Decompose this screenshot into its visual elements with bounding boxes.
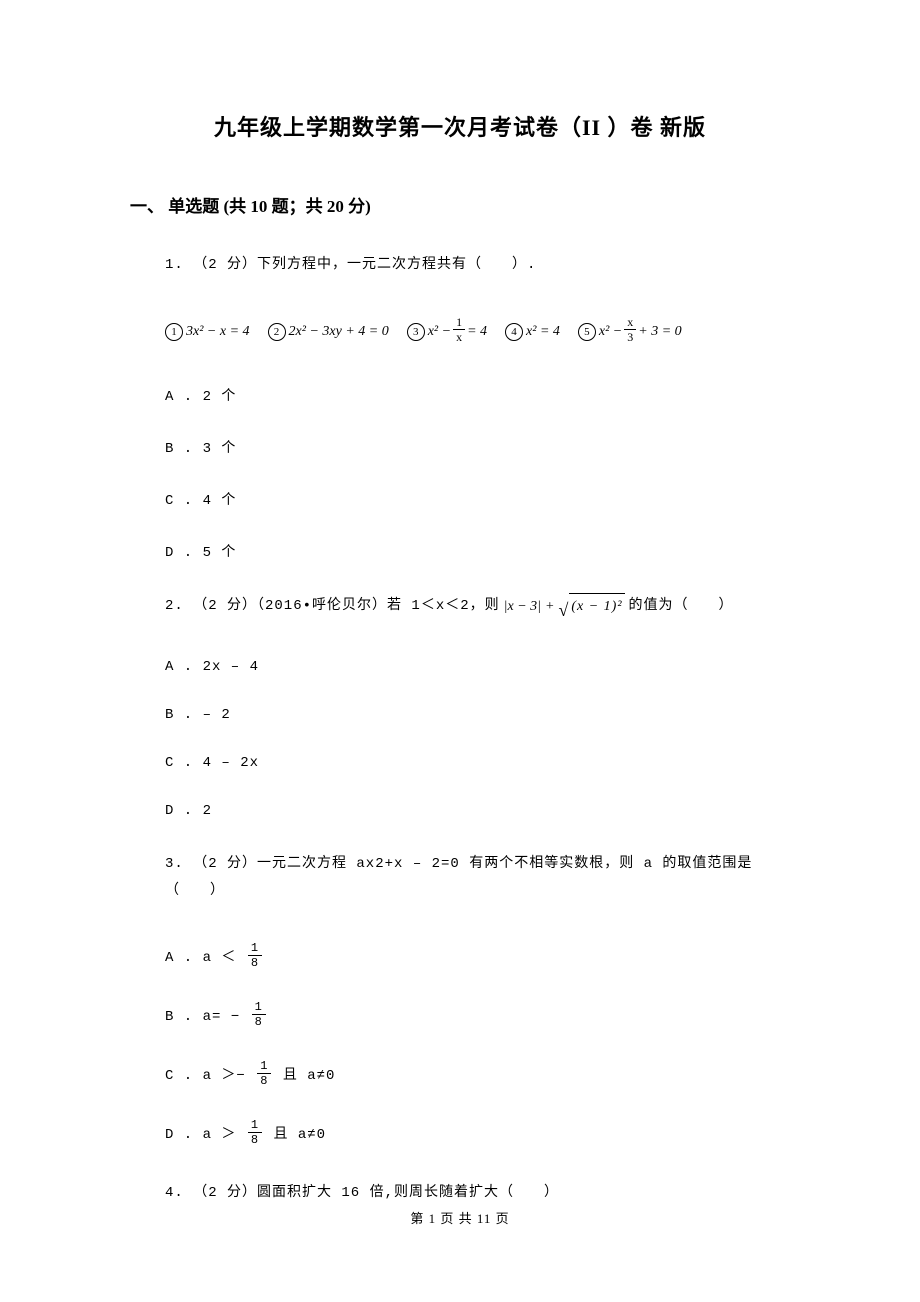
q3b-frac: 1 8 bbox=[252, 1001, 266, 1028]
q3c-den: 8 bbox=[257, 1074, 271, 1087]
q1-text: 1. （2 分）下列方程中，一元二次方程共有（ ）. bbox=[165, 257, 536, 273]
section-title: 单选题 (共 10 题；共 20 分) bbox=[168, 197, 371, 216]
q3d-sym: ＞ bbox=[221, 1127, 236, 1143]
q2-sqrt: √ (x − 1)² bbox=[558, 593, 624, 619]
q3b-num: 1 bbox=[252, 1001, 266, 1015]
q1-eq3: 3 x² − 1 x = 4 bbox=[407, 318, 487, 345]
question-2-stem: 2. （2 分）（2016•呼伦贝尔）若 1＜x＜2，则 |x − 3| + √… bbox=[165, 593, 790, 619]
section-number: 一、 bbox=[130, 197, 164, 216]
q1-option-c: C . 4 个 bbox=[165, 489, 790, 509]
q3a-frac: 1 8 bbox=[248, 942, 262, 969]
q1-equations: 1 3x² − x = 4 2 2x² − 3xy + 4 = 0 3 x² −… bbox=[165, 318, 790, 345]
circle-5-icon: 5 bbox=[578, 323, 596, 341]
q3c-frac: 1 8 bbox=[257, 1060, 271, 1087]
eq4-expr: x² = 4 bbox=[526, 324, 560, 340]
q3-option-d: D . a ＞ 1 8 且 a≠0 bbox=[165, 1121, 790, 1148]
q2-option-d: D . 2 bbox=[165, 803, 790, 819]
q2-post: 的值为（ ） bbox=[629, 594, 734, 619]
eq5-frac: x 3 bbox=[624, 316, 636, 343]
q2-abs: |x − 3| bbox=[504, 594, 541, 619]
question-4-stem: 4. （2 分）圆面积扩大 16 倍,则周长随着扩大（ ） bbox=[165, 1180, 790, 1206]
q2-option-c: C . 4 – 2x bbox=[165, 755, 790, 771]
eq5-num: x bbox=[624, 316, 636, 330]
q1-eq1: 1 3x² − x = 4 bbox=[165, 323, 250, 341]
q3d-post: 且 a≠0 bbox=[273, 1127, 326, 1143]
q4-text: 4. （2 分）圆面积扩大 16 倍,则周长随着扩大（ ） bbox=[165, 1185, 559, 1201]
q1-eq5: 5 x² − x 3 + 3 = 0 bbox=[578, 318, 682, 345]
q3b-pre: B . a= bbox=[165, 1009, 231, 1025]
q3-option-b: B . a= − 1 8 bbox=[165, 1003, 790, 1030]
q1-eq4: 4 x² = 4 bbox=[505, 323, 560, 341]
eq5-left: x² − bbox=[599, 324, 622, 340]
q1-eq2: 2 2x² − 3xy + 4 = 0 bbox=[268, 323, 389, 341]
q2-plus: + bbox=[545, 594, 554, 619]
question-1-stem: 1. （2 分）下列方程中，一元二次方程共有（ ）. bbox=[165, 252, 790, 278]
q3c-sym: ＞− bbox=[221, 1068, 245, 1084]
circle-2-icon: 2 bbox=[268, 323, 286, 341]
q3d-frac: 1 8 bbox=[248, 1119, 262, 1146]
q1-option-d: D . 5 个 bbox=[165, 541, 790, 561]
eq5-den: 3 bbox=[624, 330, 636, 343]
section-header: 一、 单选题 (共 10 题；共 20 分) bbox=[130, 192, 790, 217]
eq1-expr: 3x² − x = 4 bbox=[186, 324, 250, 340]
eq5-right: + 3 = 0 bbox=[638, 324, 681, 340]
circle-1-icon: 1 bbox=[165, 323, 183, 341]
q3a-num: 1 bbox=[248, 942, 262, 956]
q3a-pre: A . a bbox=[165, 950, 221, 966]
question-3-stem: 3. （2 分）一元二次方程 ax2+x – 2=0 有两个不相等实数根，则 a… bbox=[165, 851, 790, 903]
q2-sqrt-body: (x − 1)² bbox=[569, 593, 624, 619]
q2-option-a: A . 2x – 4 bbox=[165, 659, 790, 675]
q1-option-a: A . 2 个 bbox=[165, 385, 790, 405]
page-footer: 第 1 页 共 11 页 bbox=[0, 1208, 920, 1227]
q3c-post: 且 a≠0 bbox=[283, 1068, 336, 1084]
q3b-sym: − bbox=[231, 1009, 240, 1025]
q3c-num: 1 bbox=[257, 1060, 271, 1074]
q3d-num: 1 bbox=[248, 1119, 262, 1133]
q3d-den: 8 bbox=[248, 1133, 262, 1146]
q3-option-c: C . a ＞− 1 8 且 a≠0 bbox=[165, 1062, 790, 1089]
sqrt-icon: √ bbox=[558, 601, 569, 619]
circle-3-icon: 3 bbox=[407, 323, 425, 341]
eq3-right: = 4 bbox=[467, 324, 487, 340]
circle-4-icon: 4 bbox=[505, 323, 523, 341]
q3a-sym: ＜ bbox=[221, 950, 236, 966]
q1-option-b: B . 3 个 bbox=[165, 437, 790, 457]
eq2-expr: 2x² − 3xy + 4 = 0 bbox=[289, 324, 389, 340]
eq3-num: 1 bbox=[453, 316, 465, 330]
q3b-den: 8 bbox=[252, 1015, 266, 1028]
q3-option-a: A . a ＜ 1 8 bbox=[165, 944, 790, 971]
eq3-frac: 1 x bbox=[453, 316, 465, 343]
q3-text: 3. （2 分）一元二次方程 ax2+x – 2=0 有两个不相等实数根，则 a… bbox=[165, 856, 752, 898]
eq3-left: x² − bbox=[428, 324, 451, 340]
eq3-den: x bbox=[453, 330, 465, 343]
q2-pre: 2. （2 分）（2016•呼伦贝尔）若 1＜x＜2，则 bbox=[165, 594, 500, 619]
page-title: 九年级上学期数学第一次月考试卷（II ）卷 新版 bbox=[130, 110, 790, 142]
q2-option-b: B . – 2 bbox=[165, 707, 790, 723]
q3d-pre: D . a bbox=[165, 1127, 221, 1143]
q3a-den: 8 bbox=[248, 956, 262, 969]
q3c-pre: C . a bbox=[165, 1068, 221, 1084]
